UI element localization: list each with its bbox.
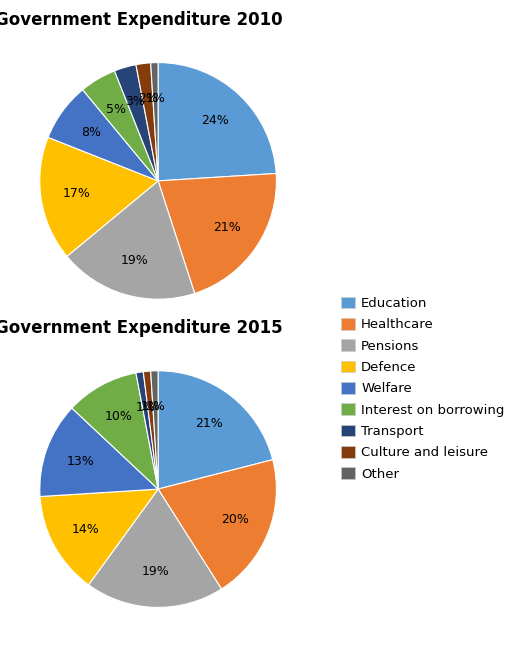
Text: 13%: 13% [66, 454, 94, 468]
Text: 21%: 21% [212, 221, 240, 234]
Text: 1%: 1% [145, 400, 165, 413]
Wedge shape [115, 65, 158, 181]
Text: 24%: 24% [201, 114, 228, 127]
Wedge shape [40, 489, 158, 585]
Wedge shape [136, 63, 158, 181]
Wedge shape [158, 460, 276, 589]
Text: 17%: 17% [62, 188, 90, 200]
Wedge shape [67, 181, 194, 299]
Text: 21%: 21% [194, 417, 222, 430]
Wedge shape [72, 373, 158, 489]
Wedge shape [158, 371, 272, 489]
Text: 19%: 19% [142, 565, 169, 578]
Wedge shape [143, 371, 158, 489]
Text: 14%: 14% [71, 523, 99, 535]
Text: 10%: 10% [104, 410, 132, 423]
Text: 1%: 1% [140, 400, 160, 413]
Wedge shape [40, 137, 158, 257]
Text: 1%: 1% [135, 401, 155, 414]
Legend: Education, Healthcare, Pensions, Defence, Welfare, Interest on borrowing, Transp: Education, Healthcare, Pensions, Defence… [337, 293, 507, 484]
Wedge shape [82, 71, 158, 181]
Text: Government Expenditure 2010: Government Expenditure 2010 [0, 11, 282, 29]
Text: 20%: 20% [221, 513, 248, 526]
Text: 1%: 1% [145, 92, 165, 105]
Text: 5%: 5% [106, 103, 126, 116]
Wedge shape [48, 90, 158, 181]
Wedge shape [150, 371, 158, 489]
Text: Government Expenditure 2015: Government Expenditure 2015 [0, 319, 282, 337]
Text: 2%: 2% [137, 92, 157, 105]
Wedge shape [158, 62, 276, 181]
Wedge shape [136, 372, 158, 489]
Wedge shape [89, 489, 221, 608]
Wedge shape [150, 62, 158, 181]
Text: 3%: 3% [125, 95, 145, 108]
Wedge shape [40, 408, 158, 496]
Text: 8%: 8% [81, 126, 101, 139]
Wedge shape [158, 174, 276, 293]
Text: 19%: 19% [121, 254, 149, 267]
